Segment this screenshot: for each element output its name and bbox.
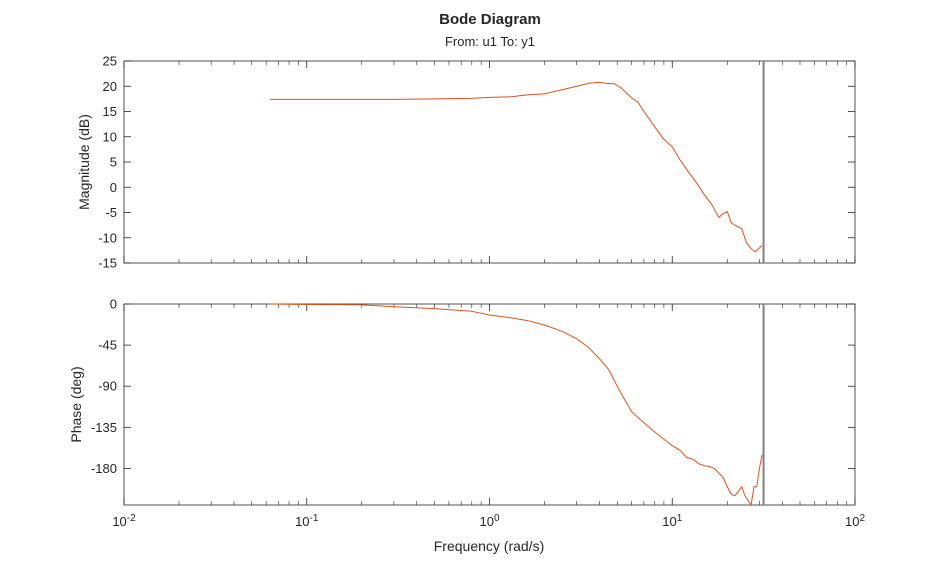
chart-subtitle: From: u1 To: y1: [444, 34, 536, 49]
y-tick-label: -180: [91, 461, 117, 476]
y-tick-label: -5: [105, 205, 117, 220]
y-tick-label: 0: [110, 180, 117, 195]
x-tick-labels: 10-2 10-1 100 101 102: [112, 513, 865, 529]
y-tick-label: -135: [91, 420, 117, 435]
x-tick-label: 102: [845, 513, 865, 529]
y-tick-label: -45: [98, 338, 117, 353]
y-tick-label: 20: [103, 79, 117, 94]
y-tick-label: -10: [98, 230, 117, 245]
phase-axes-box: [123, 303, 856, 506]
phase-panel: 0 -45 -90 -135 -180 Phase (deg): [68, 297, 856, 506]
x-tick-label: 101: [662, 513, 682, 529]
phase-series-line: [270, 303, 763, 506]
chart-title: Bode Diagram: [439, 11, 541, 28]
y-tick-label: 25: [103, 54, 117, 69]
magnitude-series-line: [270, 81, 763, 253]
y-tick-label: -90: [98, 379, 117, 394]
x-axis-label: Frequency (rad/s): [434, 538, 544, 554]
phase-y-axis-label: Phase (deg): [68, 366, 84, 442]
y-tick-label: 0: [110, 297, 117, 312]
y-tick-label: -15: [98, 256, 117, 271]
y-tick-label: 15: [103, 104, 117, 119]
x-tick-label: 100: [479, 513, 499, 529]
magnitude-axes-box: [123, 60, 856, 264]
magnitude-y-axis-label: Magnitude (dB): [76, 114, 92, 210]
magnitude-panel: 25 20 15 10 5 0 -5 -10 -15 Magnitude (dB): [76, 54, 856, 271]
y-tick-label: 5: [110, 155, 117, 170]
x-tick-label: 10-2: [112, 513, 136, 529]
x-tick-label: 10-1: [295, 513, 319, 529]
y-tick-label: 10: [103, 129, 117, 144]
